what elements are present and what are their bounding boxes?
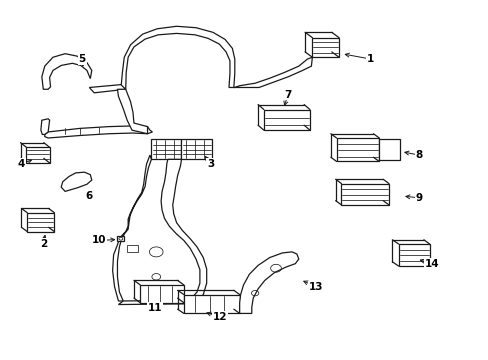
- Text: 3: 3: [206, 159, 214, 169]
- Text: 13: 13: [308, 282, 323, 292]
- Text: 2: 2: [40, 239, 47, 249]
- Polygon shape: [117, 236, 124, 241]
- Polygon shape: [118, 159, 206, 305]
- Text: 14: 14: [425, 258, 439, 269]
- Text: 8: 8: [415, 150, 422, 160]
- Polygon shape: [183, 294, 239, 314]
- Polygon shape: [45, 126, 152, 138]
- Polygon shape: [151, 139, 181, 159]
- Text: 6: 6: [85, 191, 93, 201]
- Polygon shape: [121, 26, 234, 89]
- Polygon shape: [181, 139, 211, 159]
- Text: 7: 7: [284, 90, 291, 100]
- Text: 5: 5: [78, 54, 85, 64]
- Polygon shape: [61, 172, 92, 192]
- Polygon shape: [312, 38, 338, 57]
- Text: 1: 1: [366, 54, 373, 64]
- Polygon shape: [379, 139, 399, 160]
- Polygon shape: [117, 89, 147, 134]
- Polygon shape: [140, 285, 183, 303]
- Polygon shape: [336, 138, 379, 162]
- Polygon shape: [41, 119, 49, 134]
- Text: 10: 10: [92, 235, 106, 246]
- Polygon shape: [42, 54, 92, 89]
- Polygon shape: [89, 85, 125, 93]
- Polygon shape: [341, 184, 388, 205]
- Text: 11: 11: [147, 303, 162, 313]
- Polygon shape: [112, 155, 151, 301]
- Polygon shape: [239, 252, 298, 314]
- Polygon shape: [398, 244, 429, 266]
- Text: 9: 9: [415, 193, 422, 203]
- Polygon shape: [264, 109, 309, 130]
- Text: 4: 4: [18, 159, 25, 169]
- Polygon shape: [27, 213, 54, 231]
- Polygon shape: [233, 57, 312, 87]
- Text: 12: 12: [213, 312, 227, 322]
- Polygon shape: [26, 147, 49, 163]
- Polygon shape: [127, 245, 138, 252]
